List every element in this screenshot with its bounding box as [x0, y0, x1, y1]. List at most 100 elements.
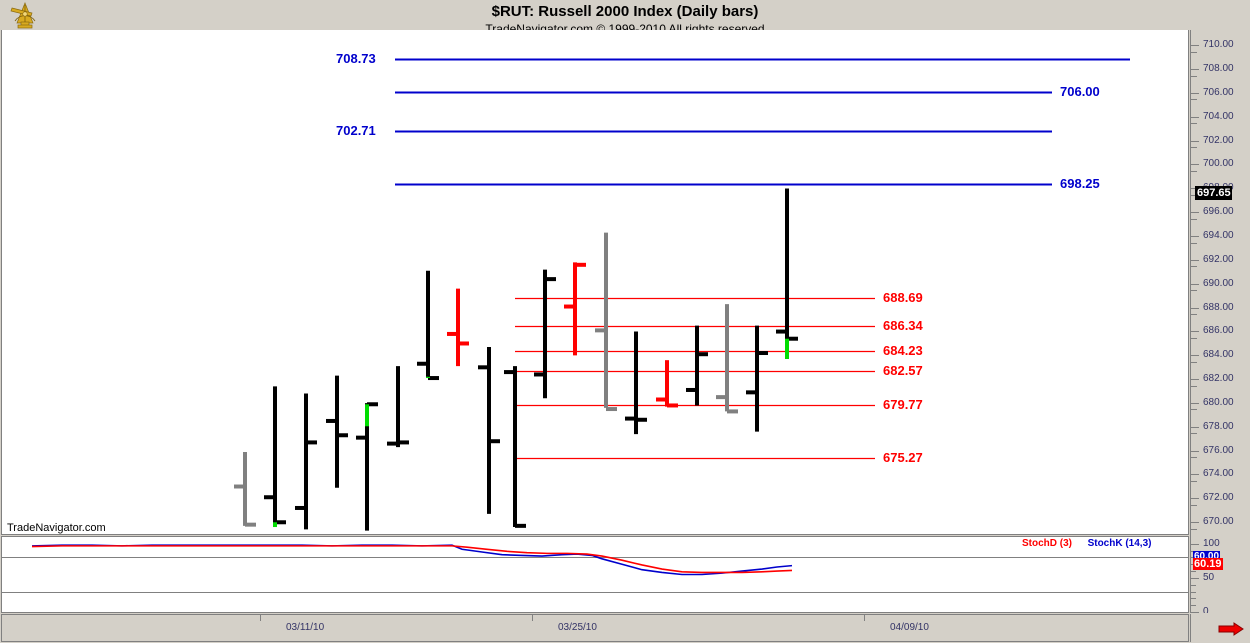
support-level-label: 682.57: [883, 363, 923, 379]
price-tick-mark: [1191, 147, 1197, 149]
stoch-tick-mark: [1191, 612, 1199, 613]
price-tick-label: 684.00: [1203, 349, 1234, 361]
price-tick-mark: [1191, 99, 1197, 101]
chart-header: $RUT: Russell 2000 Index (Daily bars) Tr…: [0, 0, 1250, 36]
price-tick-label: 682.00: [1203, 373, 1234, 385]
ohlc-bar[interactable]: [656, 360, 678, 408]
price-tick-label: 680.00: [1203, 396, 1234, 408]
stoch-tick-label: 0: [1203, 606, 1209, 613]
price-tick-mark: [1191, 259, 1199, 261]
current-price-badge: 697.65: [1195, 185, 1232, 200]
price-tick-mark: [1191, 194, 1197, 196]
price-tick-label: 694.00: [1203, 230, 1234, 241]
price-tick-label: 674.00: [1203, 468, 1234, 480]
support-level-label: 684.23: [883, 343, 923, 359]
price-tick-mark: [1191, 504, 1197, 506]
price-tick-mark: [1191, 457, 1197, 459]
price-tick-mark: [1191, 51, 1197, 53]
price-tick-mark: [1191, 450, 1199, 452]
price-tick-mark: [1191, 307, 1199, 309]
page-title: $RUT: Russell 2000 Index (Daily bars): [491, 3, 759, 20]
resistance-level-label: 702.71: [336, 123, 376, 139]
price-tick-label: 696.00: [1203, 206, 1234, 218]
date-tick-mark: [864, 615, 865, 621]
price-tick-mark: [1191, 402, 1199, 404]
price-tick-mark: [1191, 331, 1199, 333]
price-tick-mark: [1191, 283, 1199, 285]
ohlc-bar[interactable]: [595, 232, 617, 412]
price-tick-label: 672.00: [1203, 492, 1234, 504]
price-tick-mark: [1191, 123, 1197, 125]
stoch-minor-tick-mark: [1191, 605, 1196, 607]
stoch-minor-tick-mark: [1191, 571, 1196, 573]
ohlc-bar[interactable]: [447, 288, 469, 367]
price-tick-mark: [1191, 242, 1197, 244]
ohlc-bar[interactable]: [746, 325, 768, 432]
price-axis[interactable]: 710.00708.00706.00704.00702.00700.00698.…: [1190, 30, 1249, 613]
ohlc-bar[interactable]: [356, 402, 378, 531]
ohlc-bar[interactable]: [534, 269, 556, 399]
watermark-label: TradeNavigator.com: [5, 522, 108, 534]
sextant-logo-icon: [10, 2, 36, 29]
support-level-label: 688.69: [883, 290, 923, 306]
price-plot-canvas: [234, 58, 1130, 531]
stoch-minor-tick-mark: [1191, 584, 1196, 586]
ohlc-bar[interactable]: [478, 347, 500, 514]
stoch-tick-label: 100: [1203, 537, 1220, 549]
price-tick-mark: [1191, 212, 1199, 214]
ohlc-bar[interactable]: [716, 304, 738, 414]
price-tick-mark: [1191, 379, 1199, 381]
stochastic-plot-canvas: [2, 544, 1188, 593]
price-tick-mark: [1191, 498, 1199, 500]
scroll-forward-arrow-icon[interactable]: [1218, 622, 1244, 636]
stoch-minor-tick-mark: [1191, 550, 1196, 552]
price-tick-label: 708.00: [1203, 63, 1234, 75]
stoch-d-line: [31, 545, 793, 574]
price-tick-label: 678.00: [1203, 420, 1234, 432]
ohlc-bar[interactable]: [234, 451, 256, 527]
stochastic-pane[interactable]: [1, 536, 1189, 613]
ohlc-bar[interactable]: [417, 270, 439, 381]
ohlc-bar[interactable]: [686, 325, 708, 406]
price-tick-label: 690.00: [1203, 277, 1234, 289]
resistance-level-label: 706.00: [1060, 83, 1100, 99]
support-level-label: 686.34: [883, 318, 923, 334]
ohlc-bar[interactable]: [504, 366, 526, 528]
ohlc-bar[interactable]: [326, 375, 348, 488]
date-tick-mark: [532, 615, 533, 621]
price-tick-mark: [1191, 164, 1199, 166]
ohlc-bar[interactable]: [625, 331, 647, 435]
date-tick-label: 03/11/10: [286, 622, 325, 633]
price-tick-label: 688.00: [1203, 301, 1234, 313]
ohlc-bar[interactable]: [776, 188, 798, 359]
date-axis[interactable]: [1, 614, 1189, 642]
price-tick-mark: [1191, 140, 1199, 142]
date-tick-label: 04/09/10: [890, 622, 929, 633]
price-tick-mark: [1191, 69, 1199, 71]
stoch-tick-label: 50: [1203, 571, 1215, 583]
price-tick-mark: [1191, 337, 1197, 339]
price-chart-pane[interactable]: [1, 30, 1189, 535]
ohlc-bar[interactable]: [564, 262, 586, 356]
date-tick-mark: [260, 615, 261, 621]
stoch-tick-mark: [1191, 543, 1199, 545]
ohlc-bar[interactable]: [295, 393, 317, 530]
price-tick-label: 704.00: [1203, 110, 1234, 122]
price-tick-label: 710.00: [1203, 39, 1234, 51]
price-tick-mark: [1191, 290, 1197, 292]
stoch-d-legend-label: StochD (3): [1022, 538, 1072, 549]
price-tick-mark: [1191, 314, 1197, 316]
stoch-d-value-badge: 60.19: [1193, 558, 1223, 571]
ohlc-bar[interactable]: [387, 366, 409, 448]
price-tick-mark: [1191, 355, 1199, 357]
resistance-level-label: 708.73: [336, 51, 376, 67]
price-tick-mark: [1191, 116, 1199, 118]
price-tick-mark: [1191, 45, 1199, 47]
price-tick-label: 670.00: [1203, 516, 1234, 528]
price-tick-mark: [1191, 522, 1199, 524]
ohlc-bar[interactable]: [264, 386, 286, 528]
price-tick-mark: [1191, 92, 1199, 94]
stoch-k-value-badge: 60.00: [1193, 551, 1221, 563]
price-tick-mark: [1191, 361, 1197, 363]
